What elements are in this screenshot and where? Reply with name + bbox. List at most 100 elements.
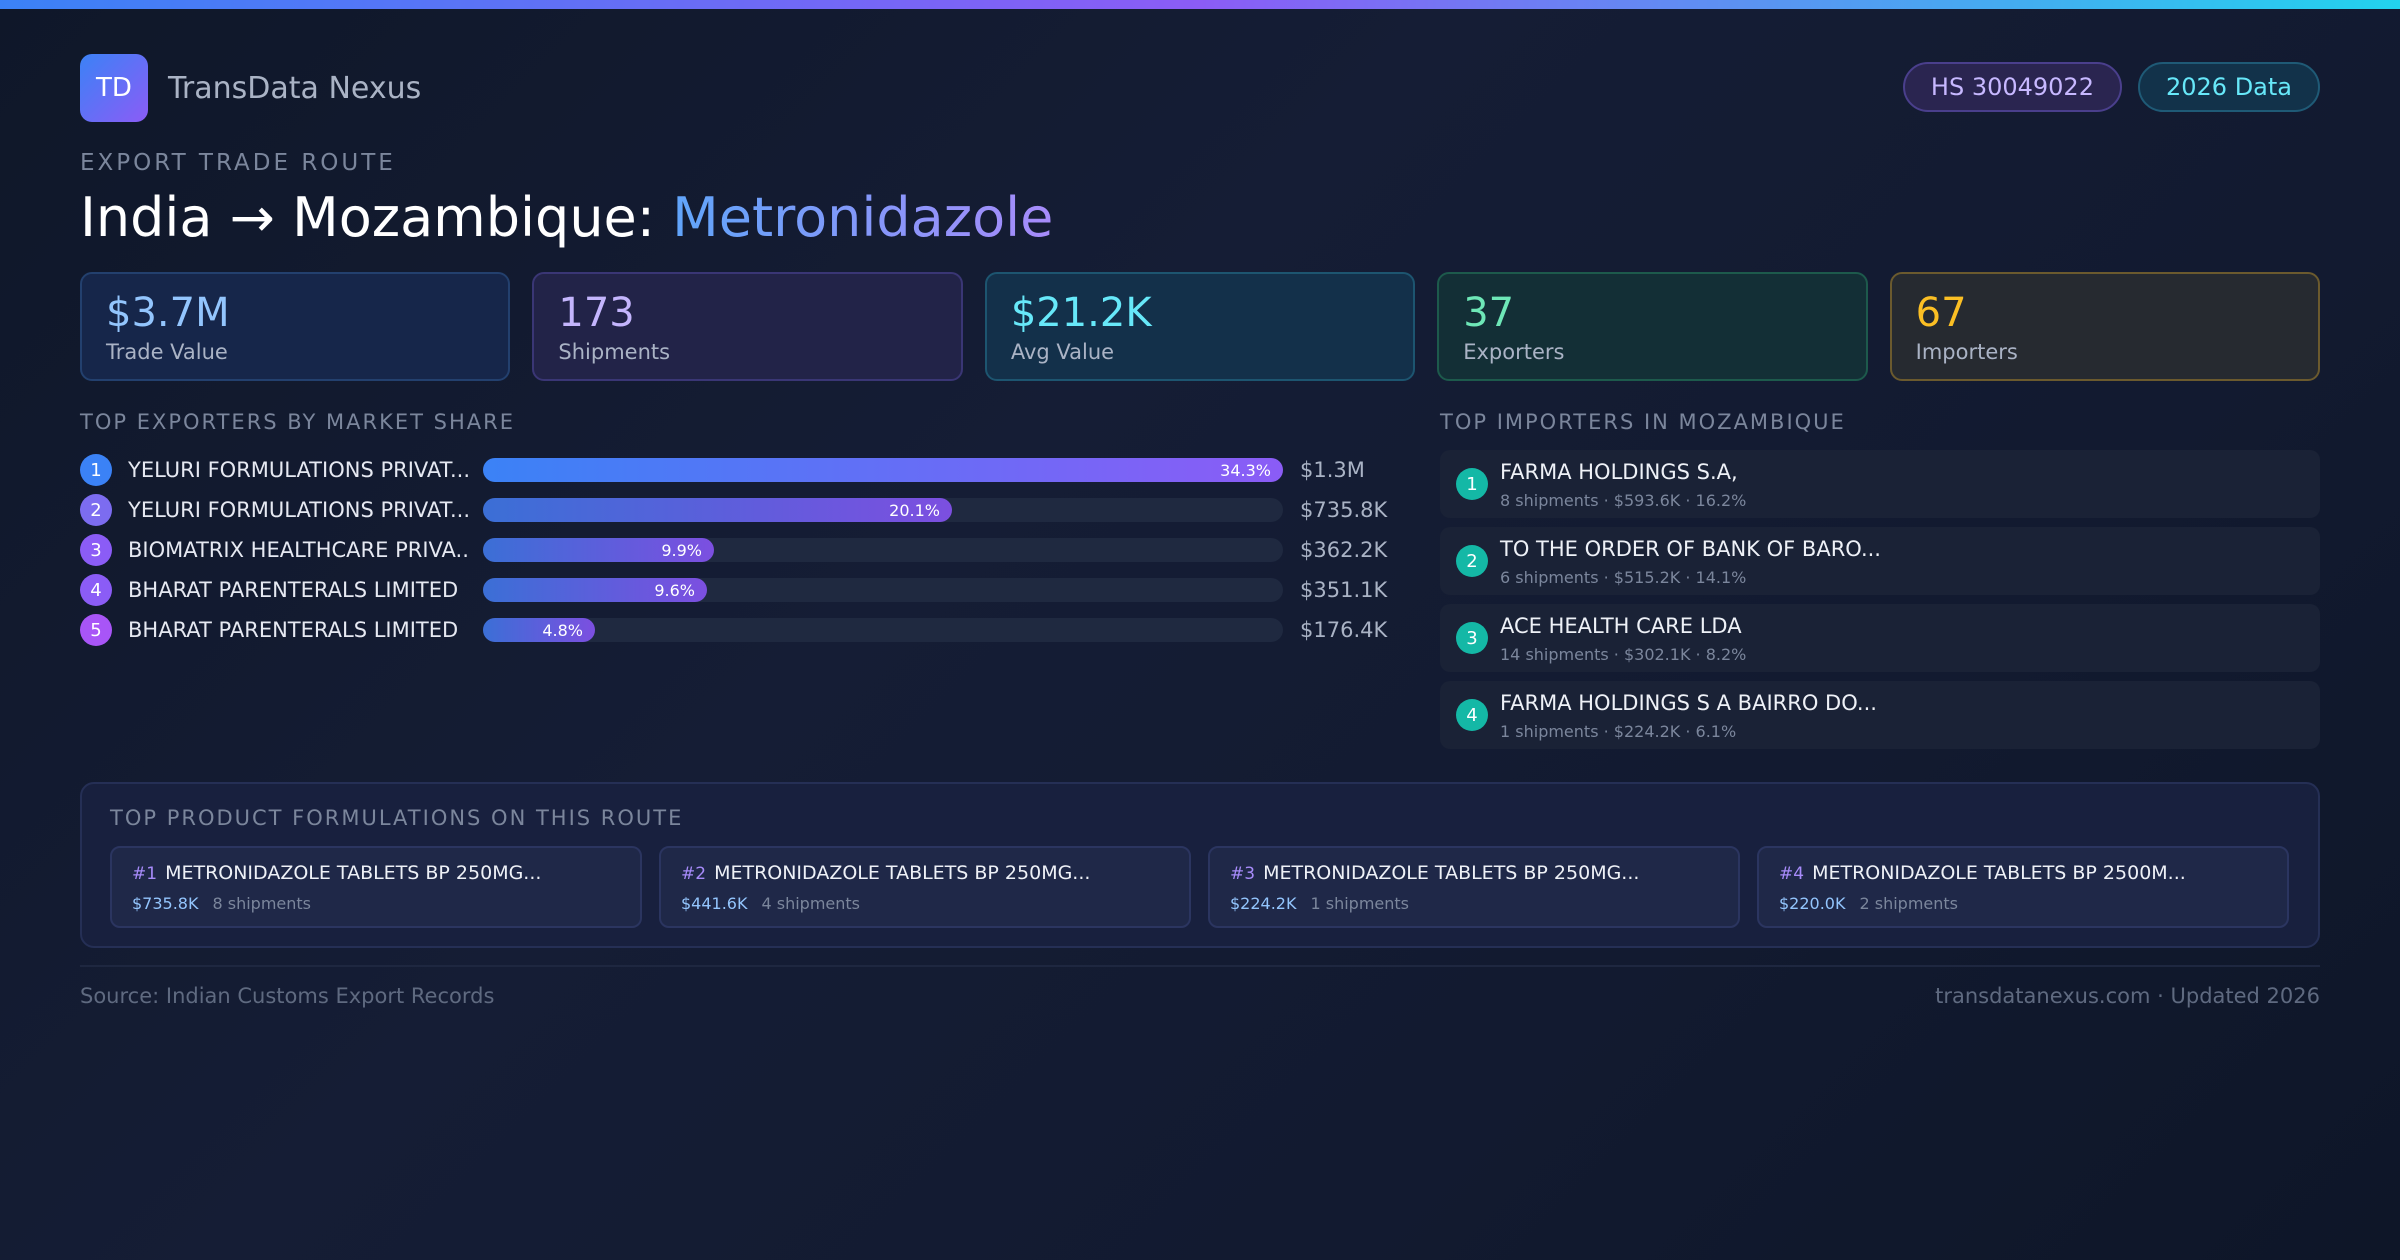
importer-rank-badge: 1: [1456, 468, 1488, 500]
exporter-row[interactable]: 2 YELURI FORMULATIONS PRIVAT... 20.1% $735.…: [80, 494, 1387, 526]
importer-rank-badge: 2: [1456, 545, 1488, 577]
formulation-value: $224.2K: [1230, 894, 1297, 913]
footer-divider: [80, 965, 2320, 967]
brand-name: TransData Nexus: [168, 70, 422, 106]
importer-name: FARMA HOLDINGS S A BAIRRO DO...: [1500, 691, 1877, 715]
stat-card-shipments: 173 Shipments: [532, 272, 963, 381]
stat-value: 173: [558, 290, 635, 336]
exporter-rank-badge: 3: [80, 534, 112, 566]
stat-label: Exporters: [1463, 340, 1565, 364]
importer-card[interactable]: 3 ACE HEALTH CARE LDA 14 shipments · $302.…: [1440, 604, 2320, 672]
data-year-badge: 2026 Data: [2137, 62, 2320, 112]
formulation-card[interactable]: #2 METRONIDAZOLE TABLETS BP 250MG... $441.…: [659, 846, 1191, 928]
product-name: Metronidazole: [672, 186, 1054, 249]
exporter-value: $362.2K: [1300, 538, 1388, 562]
brand[interactable]: TD TransData Nexus: [80, 54, 421, 122]
formulation-rank: #3: [1230, 864, 1256, 884]
stat-label: Trade Value: [106, 340, 228, 364]
importer-rank-badge: 4: [1456, 699, 1488, 731]
formulation-shipments: 8 shipments: [212, 894, 312, 913]
formulation-card[interactable]: #4 METRONIDAZOLE TABLETS BP 2500M... $220.…: [1757, 846, 2289, 928]
top-exporters-section: TOP EXPORTERS BY MARKET SHARE 1 YELURI FO…: [80, 410, 1387, 646]
page-eyebrow: EXPORT TRADE ROUTE: [80, 150, 396, 176]
importer-card[interactable]: 2 TO THE ORDER OF BANK OF BARO... 6 shipme…: [1440, 527, 2320, 595]
exporter-value: $176.4K: [1300, 618, 1388, 642]
market-share-bar-track: 4.8%: [483, 618, 1283, 642]
formulation-title: #2 METRONIDAZOLE TABLETS BP 250MG...: [681, 862, 1090, 884]
exporters-section-title: TOP EXPORTERS BY MARKET SHARE: [80, 410, 516, 434]
market-share-bar: 9.9%: [483, 538, 714, 562]
footer-site-link[interactable]: transdatanexus.com · Updated 2026: [1935, 984, 2320, 1008]
top-importers-section: TOP IMPORTERS IN MOZAMBIQUE 1 FARMA HOLDI…: [1440, 410, 2320, 749]
formulation-meta: $220.0K 2 shipments: [1779, 894, 1958, 913]
formulation-rank: #2: [681, 864, 707, 884]
importer-name: ACE HEALTH CARE LDA: [1500, 614, 1742, 638]
stat-value: $3.7M: [106, 290, 230, 336]
formulation-value: $735.8K: [132, 894, 199, 913]
formulation-name: METRONIDAZOLE TABLETS BP 250MG...: [1263, 862, 1640, 884]
formulation-meta: $735.8K 8 shipments: [132, 894, 311, 913]
formulations-section-title: TOP PRODUCT FORMULATIONS ON THIS ROUTE: [110, 806, 684, 830]
formulation-value: $441.6K: [681, 894, 748, 913]
formulation-value: $220.0K: [1779, 894, 1846, 913]
exporter-rank-badge: 1: [80, 454, 112, 486]
exporter-name: BHARAT PARENTERALS LIMITED: [128, 578, 459, 602]
exporter-name: YELURI FORMULATIONS PRIVAT...: [128, 498, 468, 522]
market-share-bar: 34.3%: [483, 458, 1283, 482]
exporter-name: YELURI FORMULATIONS PRIVAT...: [128, 458, 468, 482]
stat-card-avg-value: $21.2K Avg Value: [984, 272, 1416, 381]
market-share-label: 9.9%: [661, 540, 702, 560]
exporter-value: $351.1K: [1300, 578, 1388, 602]
formulation-card[interactable]: #3 METRONIDAZOLE TABLETS BP 250MG... $224.…: [1208, 846, 1740, 928]
market-share-bar-track: 20.1%: [483, 498, 1283, 522]
formulation-rank: #1: [132, 864, 158, 884]
importer-card[interactable]: 1 FARMA HOLDINGS S.A, 8 shipments · $593.6…: [1440, 450, 2320, 518]
header-badges: HS 30049022 2026 Data: [1902, 62, 2320, 112]
market-share-bar-track: 34.3%: [483, 458, 1283, 482]
formulation-title: #4 METRONIDAZOLE TABLETS BP 2500M...: [1779, 862, 2186, 884]
importers-section-title: TOP IMPORTERS IN MOZAMBIQUE: [1440, 410, 1846, 434]
exporter-name: BIOMATRIX HEALTHCARE PRIVA...: [128, 538, 468, 562]
stat-card-exporters: 37 Exporters: [1437, 272, 1868, 381]
formulation-name: METRONIDAZOLE TABLETS BP 250MG...: [165, 862, 542, 884]
formulation-rank: #4: [1779, 864, 1805, 884]
stat-value: 67: [1915, 290, 1967, 336]
importer-details: 6 shipments · $515.2K · 14.1%: [1500, 568, 1747, 587]
page: TD TransData Nexus HS 30049022 2026 Data…: [80, 0, 2321, 1260]
exporter-row[interactable]: 3 BIOMATRIX HEALTHCARE PRIVA... 9.9% $362.2…: [80, 534, 1387, 566]
importer-details: 1 shipments · $224.2K · 6.1%: [1500, 722, 1737, 741]
market-share-label: 9.6%: [654, 580, 695, 600]
formulation-card[interactable]: #1 METRONIDAZOLE TABLETS BP 250MG... $735.…: [110, 846, 642, 928]
exporter-row[interactable]: 4 BHARAT PARENTERALS LIMITED 9.6% $351.1K: [80, 574, 1387, 606]
exporter-row[interactable]: 1 YELURI FORMULATIONS PRIVAT... 34.3% $1.3M: [80, 454, 1380, 486]
stat-label: Shipments: [558, 340, 671, 364]
market-share-bar-track: 9.6%: [483, 578, 1283, 602]
brand-logo: TD: [80, 54, 148, 122]
importer-card[interactable]: 4 FARMA HOLDINGS S A BAIRRO DO... 1 shipme…: [1440, 681, 2320, 749]
exporter-value: $1.3M: [1300, 458, 1365, 482]
formulation-shipments: 4 shipments: [761, 894, 861, 913]
stat-cards: $3.7M Trade Value 173 Shipments $21.2K A…: [80, 272, 2321, 381]
stat-label: Importers: [1915, 340, 2018, 364]
importer-rank-badge: 3: [1456, 622, 1488, 654]
market-share-bar: 9.6%: [483, 578, 707, 602]
exporter-rank-badge: 2: [80, 494, 112, 526]
importer-details: 14 shipments · $302.1K · 8.2%: [1500, 645, 1747, 664]
exporter-row[interactable]: 5 BHARAT PARENTERALS LIMITED 4.8% $176.4K: [80, 614, 1387, 646]
stat-card-trade-value: $3.7M Trade Value: [80, 272, 511, 381]
top-accent-bar: [0, 0, 2400, 9]
market-share-label: 34.3%: [1220, 460, 1271, 480]
market-share-label: 20.1%: [889, 500, 940, 520]
formulation-meta: $224.2K 1 shipments: [1230, 894, 1409, 913]
exporter-rank-badge: 5: [80, 614, 112, 646]
market-share-bar: 4.8%: [483, 618, 595, 642]
footer-source: Source: Indian Customs Export Records: [80, 984, 495, 1008]
stat-value: $21.2K: [1010, 290, 1152, 336]
exporter-value: $735.8K: [1300, 498, 1388, 522]
top-formulations-section: TOP PRODUCT FORMULATIONS ON THIS ROUTE #…: [80, 782, 2320, 948]
market-share-bar-track: 9.9%: [483, 538, 1283, 562]
stat-card-importers: 67 Importers: [1889, 272, 2321, 381]
market-share-bar: 20.1%: [483, 498, 952, 522]
exporter-name: BHARAT PARENTERALS LIMITED: [128, 618, 459, 642]
importer-name: FARMA HOLDINGS S.A,: [1500, 460, 1738, 484]
